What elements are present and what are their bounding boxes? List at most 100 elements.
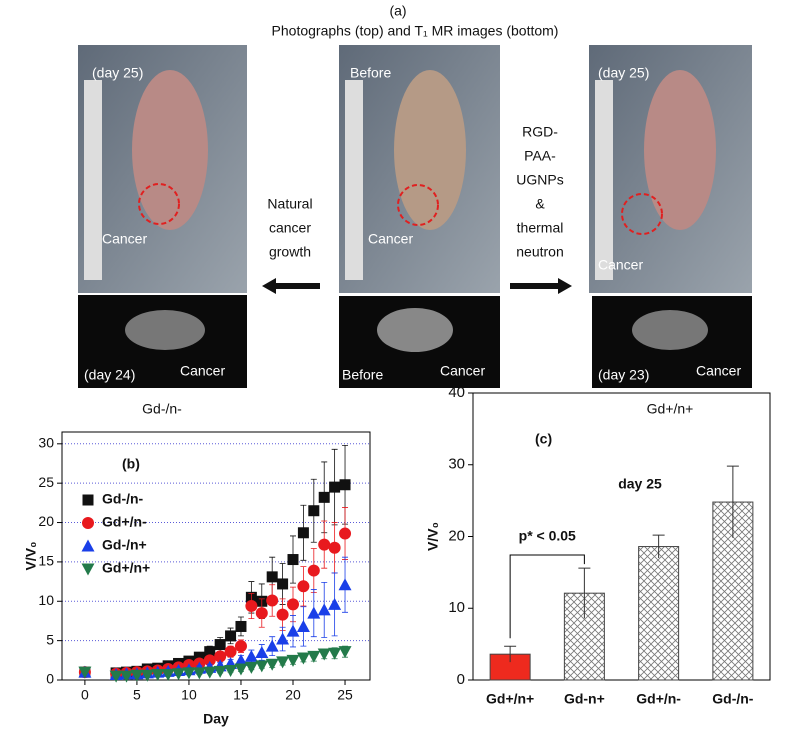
point xyxy=(255,607,268,620)
significance-label: p* < 0.05 xyxy=(519,528,576,544)
panel-label: (a) xyxy=(389,3,406,19)
y-tick-label: 20 xyxy=(448,527,465,544)
point xyxy=(339,479,351,491)
mr-cancer-label: Cancer xyxy=(696,363,741,379)
point xyxy=(182,667,196,680)
point xyxy=(297,527,309,539)
annotation: day 25 xyxy=(618,476,662,492)
point xyxy=(265,639,279,652)
legend-label: Gd+/n- xyxy=(102,514,147,530)
x-tick-label: 25 xyxy=(337,687,353,703)
point xyxy=(204,646,216,658)
legend-label: Gd-/n+ xyxy=(102,537,147,553)
point xyxy=(277,578,289,590)
point xyxy=(203,654,216,667)
legend-label: Gd+/n+ xyxy=(102,560,150,576)
point xyxy=(307,606,321,619)
legend-marker xyxy=(82,517,94,529)
error-bar xyxy=(726,465,739,538)
point xyxy=(286,654,300,667)
point xyxy=(234,640,247,653)
y-tick-label: 10 xyxy=(448,599,465,616)
photo-right xyxy=(589,45,752,388)
point xyxy=(317,603,331,616)
point xyxy=(308,505,320,517)
y-tick-label: 0 xyxy=(46,671,54,687)
point xyxy=(318,538,331,551)
photo-left xyxy=(78,45,247,388)
y-tick-label: 30 xyxy=(448,456,465,473)
point xyxy=(266,594,279,607)
arrow-text: thermal xyxy=(517,220,564,236)
point xyxy=(161,668,175,681)
mr-tag: (day 23) xyxy=(598,367,649,383)
point xyxy=(318,491,330,503)
point xyxy=(151,668,165,681)
point xyxy=(244,649,258,662)
photo-tag: (day 25) xyxy=(598,65,649,81)
x-tick-label: 10 xyxy=(181,687,197,703)
point xyxy=(78,666,92,679)
point xyxy=(192,667,206,680)
y-tick-label: 20 xyxy=(38,513,54,529)
error-bar xyxy=(504,645,517,663)
y-axis-label: V/V₀ xyxy=(425,522,441,551)
panel-title: Photographs (top) and T₁ MR images (bott… xyxy=(272,23,559,39)
point xyxy=(203,666,217,679)
arrow-text: Natural xyxy=(267,196,312,212)
point xyxy=(307,650,321,663)
point xyxy=(307,564,320,577)
point xyxy=(130,669,144,682)
x-tick-label: Gd+/n- xyxy=(636,691,681,707)
point xyxy=(296,619,310,632)
point xyxy=(213,665,227,678)
y-tick-label: 40 xyxy=(448,384,465,401)
mr-cancer-label: Cancer xyxy=(440,363,485,379)
point xyxy=(328,597,342,610)
point xyxy=(255,645,269,658)
point xyxy=(297,580,310,593)
group-label: Gd+/n+ xyxy=(647,401,694,417)
arrow-left xyxy=(262,278,320,294)
x-tick-label: 0 xyxy=(81,687,89,703)
y-tick-label: 30 xyxy=(38,435,54,451)
panel-label: (c) xyxy=(535,431,552,447)
error-bar xyxy=(578,567,591,619)
x-tick-label: 5 xyxy=(133,687,141,703)
point xyxy=(193,651,205,663)
point xyxy=(266,571,278,583)
legend-marker xyxy=(81,539,95,552)
mr-tag: (day 24) xyxy=(84,367,135,383)
point xyxy=(287,598,299,611)
point xyxy=(214,639,226,651)
point xyxy=(109,670,123,683)
arrow-text: neutron xyxy=(516,244,563,260)
point xyxy=(328,647,342,660)
point xyxy=(234,663,248,676)
error-bar xyxy=(652,534,665,559)
point xyxy=(329,481,341,493)
x-tick-label: Gd+/n+ xyxy=(486,691,534,707)
point xyxy=(328,541,341,554)
point xyxy=(276,656,290,669)
point xyxy=(172,668,186,681)
cancer-label: Cancer xyxy=(368,231,413,247)
point xyxy=(235,620,247,632)
x-tick-label: 20 xyxy=(285,687,301,703)
point xyxy=(224,665,238,678)
point xyxy=(338,578,352,591)
group-label: Gd-/n- xyxy=(142,401,182,417)
x-tick-label: Gd-/n- xyxy=(712,691,754,707)
arrow-text: & xyxy=(535,196,545,212)
point xyxy=(287,554,299,566)
plot-frame xyxy=(472,392,771,681)
bar xyxy=(638,546,680,681)
point xyxy=(214,650,227,663)
point xyxy=(286,624,300,637)
photo-middle xyxy=(339,45,500,388)
x-tick-label: Gd-n+ xyxy=(564,691,605,707)
point xyxy=(317,648,331,661)
arrow-right xyxy=(510,278,572,294)
y-tick-label: 10 xyxy=(38,592,54,608)
